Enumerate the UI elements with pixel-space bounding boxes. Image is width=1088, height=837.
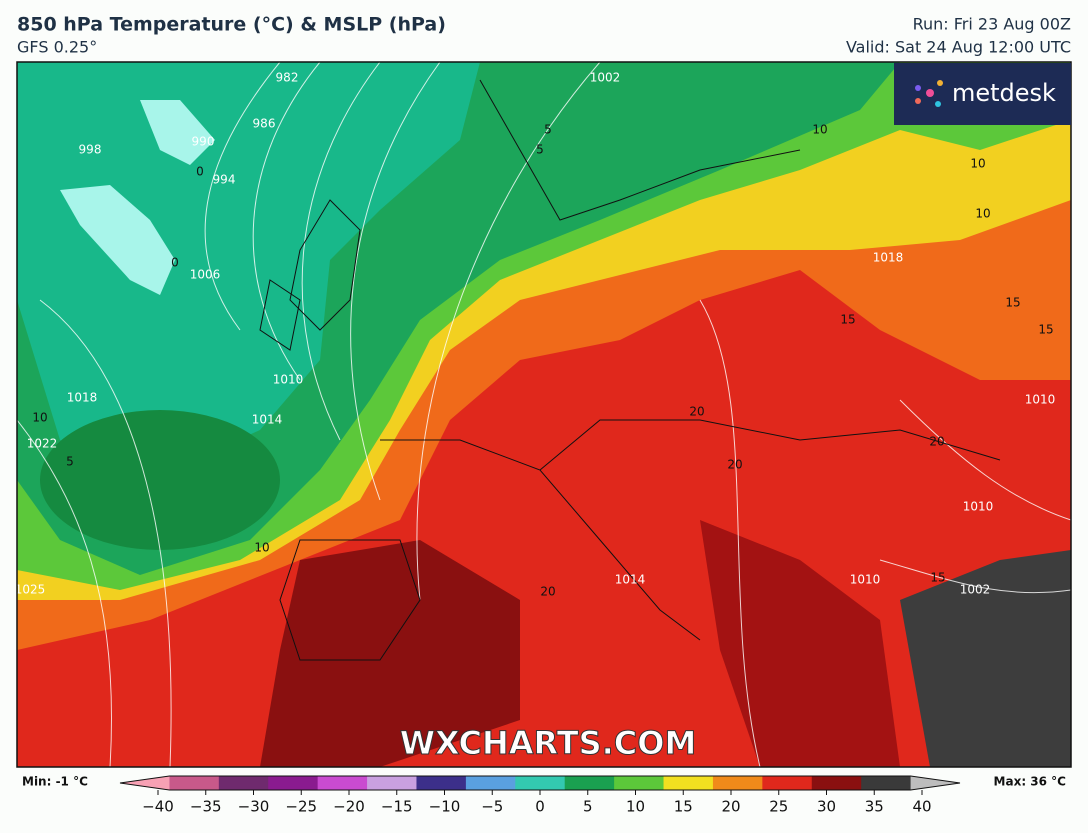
colorbar-tick-label: 0: [535, 798, 545, 816]
temperature-label: 20: [727, 458, 742, 472]
min-label: Min: -1 °C: [22, 775, 88, 789]
isobar-label: 990: [192, 135, 215, 149]
colorbar-segment: [367, 776, 417, 790]
temperature-label: 15: [840, 313, 855, 327]
isobar-label: 1014: [252, 413, 283, 427]
temp-field: [900, 550, 1071, 767]
coastlines: [259, 79, 1001, 661]
run-time: Run: Fri 23 Aug 00Z: [913, 15, 1071, 34]
colorbar-segment: [712, 776, 763, 790]
isobar-label: 986: [253, 117, 276, 131]
temperature-label: 20: [689, 405, 704, 419]
watermark: WXCHARTS.COM: [400, 724, 697, 762]
isobar-label: 1010: [850, 573, 881, 587]
colorbar-tick-label: −5: [481, 798, 503, 816]
colorbar-segment: [268, 776, 319, 790]
isobar-label: 1018: [67, 391, 98, 405]
colorbar-segment: [663, 776, 714, 790]
colorbar-segment: [910, 776, 960, 790]
colorbar-tick-label: 10: [626, 798, 645, 816]
temperature-label: 15: [930, 571, 945, 585]
temperature-label: 5: [66, 455, 74, 469]
colorbar-segment: [861, 776, 912, 790]
logo: metdesk: [952, 79, 1056, 107]
isobar-label: 1002: [960, 583, 991, 597]
cold-pool: [140, 100, 215, 165]
temp-field: [17, 62, 480, 480]
isobar-label: 1010: [273, 373, 304, 387]
colorbar-tick-label: −35: [190, 798, 222, 816]
colorbar-tick-label: 35: [865, 798, 884, 816]
temperature-label: 10: [32, 411, 47, 425]
colorbar: −40 −35 −30 −25 −20 −15 −10 −5 0 5 10 15 20 25 30 35 40: [119, 775, 961, 816]
isobar-label: 1002: [590, 71, 621, 85]
temperature-label: 20: [929, 435, 944, 449]
isobar-label: 1018: [873, 251, 904, 265]
colorbar-tick-label: −30: [238, 798, 270, 816]
temp-field: [700, 520, 900, 767]
colorbar-segment: [317, 776, 368, 790]
colorbar-tick-label: −20: [333, 798, 365, 816]
colorbar-segment: [416, 776, 467, 790]
contour-labels: 9829869909949981002100610101014101810221…: [15, 71, 1056, 599]
temperature-label: 15: [1038, 323, 1053, 337]
temp-field: [260, 540, 520, 767]
isobar-label: 994: [213, 173, 236, 187]
colorbar-segment: [564, 776, 615, 790]
colorbar-tick-label: −25: [285, 798, 317, 816]
temperature-label: 15: [1005, 296, 1020, 310]
logo-box: [894, 63, 1071, 125]
temperature-label: 10: [254, 541, 269, 555]
max-label: Max: 36 °C: [994, 775, 1067, 789]
map: 9829869909949981002100610101014101810221…: [15, 62, 1071, 767]
colorbar-segment: [465, 776, 516, 790]
colorbar-outline: [119, 775, 961, 791]
temperature-label: 0: [196, 165, 204, 179]
temperature-label: 10: [970, 157, 985, 171]
isobar-label: 1022: [27, 437, 58, 451]
colorbar-segment: [218, 776, 269, 790]
map-frame: [16, 61, 1072, 768]
colorbar-segment: [515, 776, 566, 790]
isobar-label: 982: [276, 71, 299, 85]
isobar-label: 1025: [15, 583, 46, 597]
title: 850 hPa Temperature (°C) & MSLP (hPa): [17, 14, 446, 36]
colorbar-tick-label: −40: [142, 798, 174, 816]
temp-field: [40, 410, 280, 550]
cold-pool: [60, 185, 175, 295]
colorbar-segment: [169, 776, 220, 790]
colorbar-segment: [120, 776, 170, 790]
isobars: [17, 62, 1071, 767]
colorbar-tick-label: −15: [381, 798, 413, 816]
colorbar-tick-label: 20: [721, 798, 740, 816]
isobar-label: 1014: [615, 573, 646, 587]
valid-time: Valid: Sat 24 Aug 12:00 UTC: [846, 38, 1071, 57]
colorbar-tick-label: 25: [769, 798, 788, 816]
colorbar-tick-label: 5: [583, 798, 593, 816]
temperature-label: 0: [171, 256, 179, 270]
colorbar-tick-label: 30: [817, 798, 836, 816]
temperature-label: 5: [536, 143, 544, 157]
colorbar-tick-label: 15: [674, 798, 693, 816]
temperature-label: 20: [540, 585, 555, 599]
isobar-label: 1006: [190, 268, 221, 282]
temperature-label: 10: [812, 123, 827, 137]
colorbar-tick-label: 40: [912, 798, 931, 816]
colorbar-tick-label: −10: [429, 798, 461, 816]
logo-icon: [915, 80, 943, 107]
colorbar-segment: [811, 776, 862, 790]
isobar-label: 1010: [963, 500, 994, 514]
isobar-label: 1010: [1025, 393, 1056, 407]
subtitle: GFS 0.25°: [17, 38, 97, 57]
temperature-label: 10: [975, 207, 990, 221]
colorbar-segment: [762, 776, 813, 790]
isobar-label: 998: [79, 143, 102, 157]
temperature-label: 5: [544, 123, 552, 137]
colorbar-segment: [614, 776, 665, 790]
